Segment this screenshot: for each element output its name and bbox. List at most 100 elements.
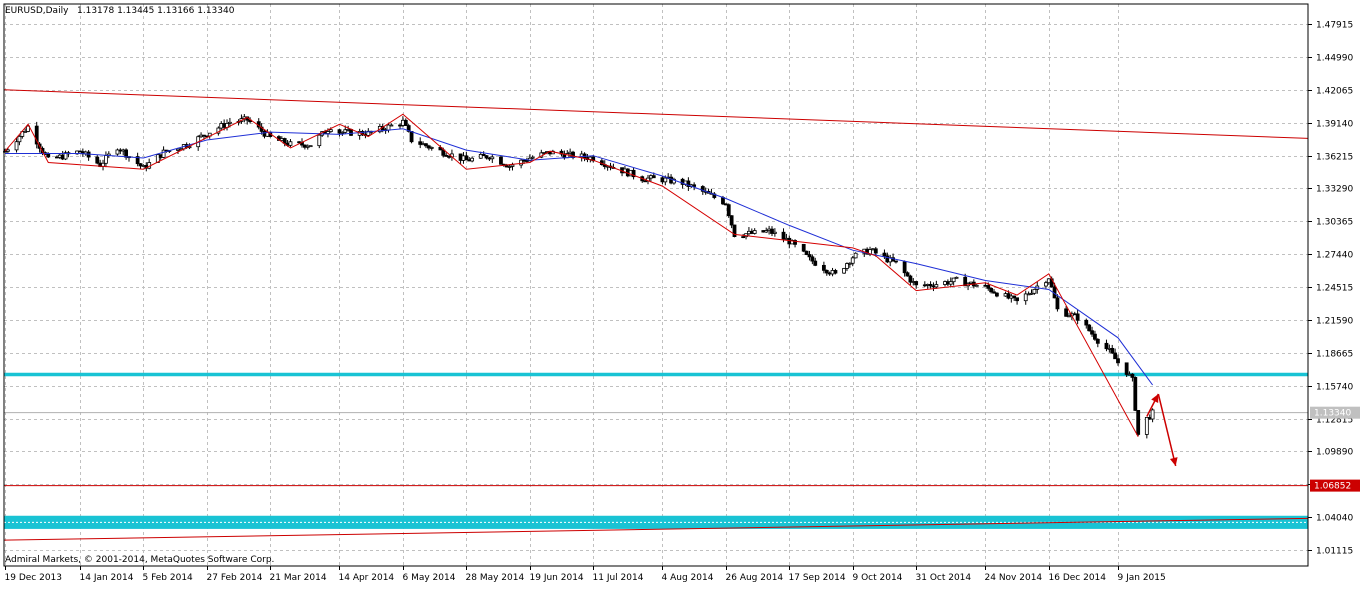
y-tick-label: 1.39140 [1316,120,1353,130]
candle-body [894,260,898,263]
x-tick-label: 31 Oct 2014 [916,573,972,583]
candle-body [470,157,475,162]
candle-body [882,252,887,257]
candle-body [409,130,414,143]
candle-body [850,257,855,264]
candle-body [764,230,769,233]
candle-body [481,153,486,157]
candle-body [824,269,829,274]
x-tick-label: 9 Jan 2015 [1118,573,1166,583]
candle-body [403,119,408,126]
ohlc-label: 1.13178 1.13445 1.13166 1.13340 [77,6,235,16]
candle-body [308,145,313,148]
candle-body [478,153,483,159]
candle-body [686,180,691,187]
x-tick-label: 19 Dec 2013 [5,573,63,583]
candle-body [986,285,991,289]
candle-body [729,215,734,226]
candle-body [772,231,777,234]
candle-body [23,130,28,133]
candle-body [845,263,849,269]
candle-body [349,129,353,136]
candle-body [1055,297,1060,310]
candle-body [530,156,535,159]
x-tick-label: 5 Feb 2014 [143,573,194,583]
moving-average [5,128,1154,386]
y-tick-label: 1.24515 [1316,284,1353,294]
candle-body [95,156,100,164]
y-tick-label: 1.42065 [1316,87,1353,97]
candle-body [426,145,431,149]
y-tick-label: 1.36215 [1316,153,1353,163]
candle-body [135,156,140,165]
candle-body [124,149,129,158]
horizontal-levels [4,372,1308,529]
candle-body [692,184,697,187]
y-tick-label: 1.30365 [1316,218,1353,228]
y-tick-label: 1.15740 [1316,383,1353,393]
candle-body [1032,288,1037,294]
target-level-label: 1.06852 [1314,482,1351,492]
candle-body [444,154,449,157]
zigzag-indicator [4,113,1139,437]
x-tick-label: 17 Sep 2014 [789,573,846,583]
candle-body [17,135,22,143]
candle-body [1029,292,1034,295]
candle-body [1116,358,1120,364]
current-price-label: 1.13340 [1314,409,1351,419]
candle-body [1044,282,1048,287]
up-arrow-head [1151,394,1159,404]
trendlines [3,89,1309,541]
candle-body [161,149,166,158]
candle-body [5,149,10,152]
symbol-label: EURUSD,Daily [5,6,69,16]
axes: 1.47915 1.44990 1.42065 1.39140 1.36215 1.332… [3,3,1360,583]
candle-body [591,156,596,162]
x-tick-label: 27 Feb 2014 [207,573,263,583]
x-tick-label: 11 Jul 2014 [593,573,644,583]
candle-body [1104,342,1109,350]
candle-body [1084,319,1089,326]
candle-body [115,149,120,155]
candle-body [1113,352,1118,360]
y-tick-label: 1.04040 [1316,514,1353,524]
candle-body [726,204,731,217]
candle-body [464,155,469,161]
candle-body [700,186,705,192]
y-tick-label: 1.47915 [1316,21,1353,31]
candle-body [406,125,411,132]
candle-body [366,130,371,136]
zigzag-line [4,113,1139,437]
candle-body [1064,308,1068,317]
candle-body [741,236,746,238]
candle-body [490,156,495,160]
candle-body [807,254,812,258]
current-price-badge [1310,406,1360,419]
candle-body [519,159,524,166]
x-tick-label: 21 Mar 2014 [270,573,327,583]
candle-body [418,141,423,145]
candle-body [228,121,232,124]
candle-body [340,131,345,134]
candle-body [914,281,919,286]
candle-body [1023,293,1028,302]
x-tick-label: 16 Dec 2014 [1049,573,1107,583]
candle-body [1144,417,1149,435]
copyright-label: Admiral Markets, © 2001-2014, MetaQuotes… [5,555,274,565]
candle-body [14,141,19,151]
candle-body [833,270,838,274]
candle-body [752,230,757,234]
candle-body [26,125,30,132]
candle-body [63,152,68,160]
candle-body [810,256,815,262]
candle-body [389,124,394,127]
candle-body [429,147,434,149]
candle-body [905,272,910,277]
candle-body [992,291,996,294]
candle-body [954,276,959,279]
candle-body [989,287,994,293]
lower-trendline [3,517,1309,541]
down-arrow-head [1169,457,1178,466]
